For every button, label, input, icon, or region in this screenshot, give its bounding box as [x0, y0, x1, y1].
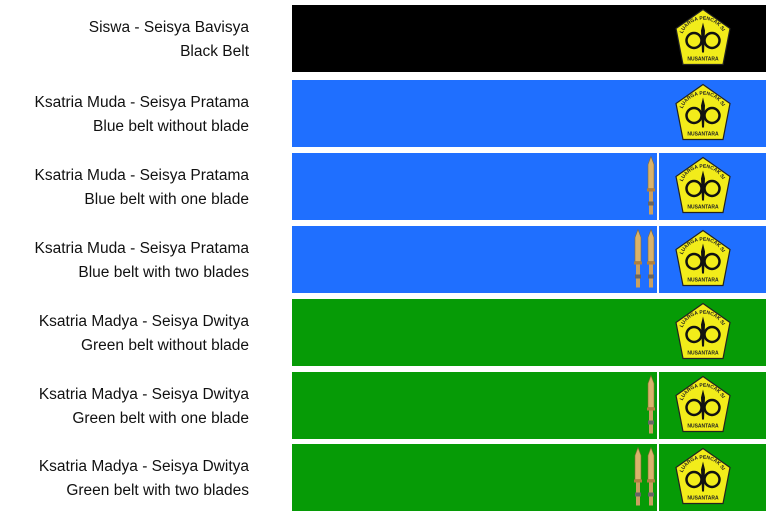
belt-subtitle: Blue belt with one blade — [84, 191, 249, 208]
logo-bottom-text: NUSANTARA — [687, 132, 719, 138]
belt-gap — [657, 226, 659, 293]
logo-bottom-text: NUSANTARA — [687, 351, 719, 357]
belt-title: Ksatria Muda - Seisya Pratama — [34, 167, 249, 184]
belt-title: Ksatria Muda - Seisya Pratama — [34, 240, 249, 257]
logo-bottom-text: NUSANTARA — [687, 424, 719, 430]
logo-bottom-text: NUSANTARA — [687, 205, 719, 211]
logo-bottom-text: NUSANTARA — [687, 57, 719, 63]
blade — [647, 155, 655, 215]
belt-subtitle: Blue belt without blade — [93, 118, 249, 135]
blade — [634, 446, 642, 506]
blade — [634, 228, 642, 288]
logo-bottom-text: NUSANTARA — [687, 278, 719, 284]
belt-gap — [657, 153, 659, 220]
logo-bottom-text: NUSANTARA — [687, 496, 719, 502]
belt-gap — [657, 372, 659, 439]
belt-title: Siswa - Seisya Bavisya — [89, 19, 250, 36]
belt-title: Ksatria Muda - Seisya Pratama — [34, 94, 249, 111]
belt-subtitle: Green belt with one blade — [72, 410, 249, 427]
blade — [647, 374, 655, 434]
blade — [647, 228, 655, 288]
belt-subtitle: Green belt without blade — [81, 337, 249, 354]
belt-subtitle: Blue belt with two blades — [78, 264, 249, 281]
blade — [647, 446, 655, 506]
belt-title: Ksatria Madya - Seisya Dwitya — [39, 386, 250, 403]
belt-title: Ksatria Madya - Seisya Dwitya — [39, 313, 250, 330]
belt-subtitle: Green belt with two blades — [66, 482, 249, 499]
belt-gap — [657, 444, 659, 511]
belt-title: Ksatria Madya - Seisya Dwitya — [39, 458, 250, 475]
belt-subtitle: Black Belt — [180, 43, 250, 60]
